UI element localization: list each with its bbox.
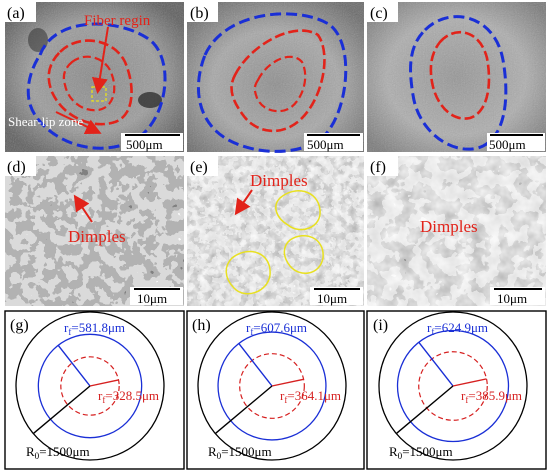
scale-bar-bg	[487, 133, 545, 151]
scale-bar-bg	[310, 287, 363, 305]
shear-lip-boundary	[409, 15, 508, 151]
scale-bar-label: 500μm	[489, 137, 526, 152]
panel-label-bg	[187, 156, 218, 176]
panel-h: rf=607.6μm rf=364.1μm R0=1500μm (h)	[186, 310, 365, 470]
scale-bar-label: 10μm	[317, 291, 347, 306]
panel-label: (e)	[190, 159, 208, 176]
radius-line-R0	[395, 385, 454, 435]
micrograph-e	[187, 156, 364, 306]
shear-lip-circle-r	[37, 333, 143, 439]
panel-a: Fiber regin Shear-lip zone 500μm (a)	[5, 2, 184, 152]
annotation-arrow	[73, 194, 93, 223]
scale-bar-label: 10μm	[137, 291, 167, 306]
panel-label-bg	[367, 2, 398, 22]
label-r: rf=607.6μm	[246, 320, 307, 337]
dark-crack-shadow	[138, 92, 162, 108]
panel-label-bg	[367, 156, 398, 176]
radius-line-R0	[32, 385, 91, 435]
label-r: rf=581.8μm	[64, 320, 125, 337]
label-rf: rf=328.5μm	[98, 388, 159, 405]
panel-label: (b)	[190, 5, 209, 22]
label-rf: rf=364.1μm	[280, 388, 341, 405]
fiber-circle-rf	[239, 353, 305, 419]
panel-label: (c)	[370, 5, 388, 22]
fiber-region-boundary	[429, 31, 491, 120]
radius-line-R0	[214, 385, 273, 435]
annotation-dimples: Dimples	[420, 217, 478, 236]
panel-d: Dimples 10μm (d)	[5, 156, 184, 306]
outer-circle-R0	[378, 311, 528, 461]
radius-line-r	[57, 344, 91, 387]
label-rf: rf=385.9μm	[461, 388, 522, 405]
panel-label: (h)	[192, 317, 211, 334]
annotation-arrow	[234, 189, 253, 216]
micrograph-d	[5, 156, 184, 306]
annotation-shear-lip: Shear-lip zone	[8, 114, 83, 129]
annotation-arrow	[55, 111, 102, 135]
outer-circle-R0	[15, 311, 165, 461]
fiber-region-boundary	[47, 39, 133, 126]
annotation-fiber-region: Fiber regin	[84, 13, 151, 29]
fiber-circle-rf	[60, 356, 120, 416]
shear-lip-circle-r	[217, 331, 327, 441]
panel-e: Dimples 10μm (e)	[187, 156, 364, 306]
radius-line-r	[418, 341, 454, 387]
shear-lip-circle-r	[396, 329, 510, 443]
label-r: rf=624.9μm	[427, 320, 488, 337]
panel-label: (d)	[7, 159, 26, 176]
radius-line-rf	[89, 379, 119, 387]
annotation-dimples: Dimples	[250, 171, 308, 190]
dimple-outline	[225, 250, 271, 295]
panel-label-bg	[5, 156, 36, 176]
scale-bar-label: 10μm	[497, 291, 527, 306]
shear-lip-boundary	[196, 12, 348, 153]
label-R0: R0=1500μm	[208, 444, 272, 461]
outer-circle-R0	[197, 311, 347, 461]
micrograph-f	[367, 156, 546, 306]
scale-bar-label: 500μm	[126, 137, 163, 152]
scale-bar-bg	[304, 133, 363, 151]
label-R0: R0=1500μm	[26, 444, 90, 461]
panel-label-bg	[5, 2, 36, 22]
scale-bar-label: 500μm	[307, 137, 344, 152]
fiber-region-boundary-inner	[62, 55, 116, 112]
annotation-dimples: Dimples	[68, 227, 126, 246]
fiber-circle-rf	[418, 351, 488, 421]
dark-crack-shadow	[28, 28, 48, 52]
dimple-outline	[283, 235, 324, 274]
panel-b: 500μm (b)	[187, 2, 364, 153]
fiber-region-boundary-inner	[253, 55, 307, 113]
panel-c: 500μm (c)	[367, 2, 546, 152]
panel-g: rf=581.8μm rf=328.5μm R0=1500μm (g)	[4, 310, 185, 470]
radius-line-r	[238, 343, 273, 387]
panel-label-bg	[187, 2, 218, 22]
dimple-outline	[275, 190, 321, 231]
panel-label: (i)	[373, 317, 388, 334]
panel-label: (a)	[7, 5, 25, 22]
scale-bar-bg	[490, 287, 545, 305]
radius-line-rf	[271, 378, 304, 387]
panel-f: Dimples 10μm (f)	[367, 156, 546, 306]
panel-label: (g)	[10, 317, 29, 334]
scale-bar-bg	[121, 133, 183, 151]
panel-label: (f)	[370, 159, 386, 176]
panel-i: rf=624.9μm rf=385.9μm R0=1500μm (i)	[366, 310, 547, 470]
scale-bar-bg	[130, 287, 183, 305]
label-R0: R0=1500μm	[389, 444, 453, 461]
radius-line-rf	[452, 378, 487, 387]
annotation-arrow	[91, 26, 109, 94]
